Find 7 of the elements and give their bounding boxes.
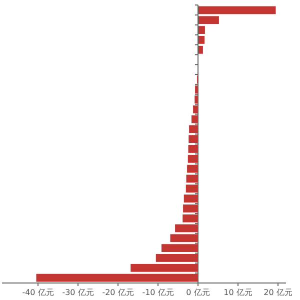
- x-tick-label: -10 亿元: [142, 288, 174, 297]
- x-tick-label: 0 亿元: [186, 288, 210, 297]
- x-tick-label: -30 亿元: [62, 288, 94, 297]
- x-tick-label: -20 亿元: [102, 288, 134, 297]
- x-tick-label: 10 亿元: [224, 288, 252, 297]
- x-tick-label: -40 亿元: [22, 288, 54, 297]
- x-tick-label: 20 亿元: [264, 288, 292, 297]
